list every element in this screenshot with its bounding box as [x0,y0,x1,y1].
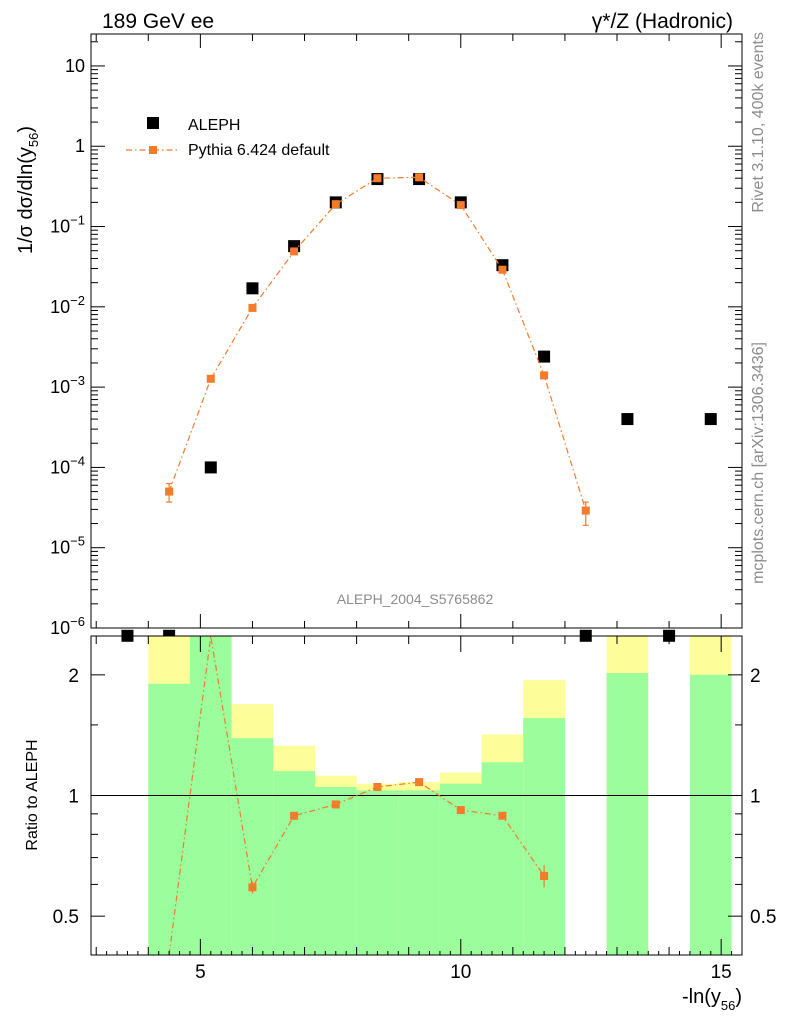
ratio-ytick-label-right: 0.5 [750,907,776,928]
legend-marker-aleph [147,117,159,129]
svg-text:-ln(y56): -ln(y56) [682,986,742,1013]
legend: ALEPH Pythia 6.424 default [126,117,330,159]
x-tick-label: 15 [711,962,732,983]
analysis-id-label: ALEPH_2004_S5765862 [337,591,494,607]
main-ytick-label: 10 [65,56,85,76]
pythia-point-5 [373,174,382,183]
green-band-4 [314,787,357,955]
pythia-point-0 [165,487,174,496]
aleph-point-10 [538,350,551,363]
green-band-11 [689,674,732,955]
pythia-point-8 [498,265,507,274]
aleph-point-2 [204,461,217,474]
ratio-pythia-point-6 [415,778,424,787]
green-band-10 [606,673,649,955]
green-band-2 [231,738,274,955]
main-ytick-label: 10−2 [50,293,85,317]
ratio-ytick-label-right: 2 [750,666,761,687]
main-y-axis-title: 1/σ dσ/dln(y56) [15,126,41,254]
ratio-pythia-point-3 [290,811,299,820]
ratio-uncertainty-bands [148,636,732,955]
aleph-point-12 [621,413,634,426]
main-ytick-label: 1 [75,136,85,156]
green-band-0 [148,683,190,955]
main-ytick-label: 10−3 [50,373,85,397]
legend-marker-pythia [149,146,157,154]
ratio-ytick-label: 1 [68,787,79,808]
pythia-point-10 [581,506,590,515]
ratio-ytick-label: 0.5 [53,907,79,928]
side-label-mcplots: mcplots.cern.ch [arXiv:1306.3436] [750,342,767,584]
green-band-3 [273,771,315,955]
pythia-point-6 [415,173,424,182]
ratio-pythia-point-5 [373,783,382,792]
main-ytick-label: 10−4 [50,453,85,477]
x-tick-label: 10 [450,962,471,983]
ratio-panel-axes: 0.5 0.5 1 1 2 2 5 10 15 [53,635,776,983]
ratio-pythia-point-4 [331,800,340,809]
x-axis-title: -ln(y56) [682,986,742,1013]
green-band-8 [481,762,524,955]
ratio-pythia-point-7 [456,806,465,815]
pythia-point-7 [456,201,465,210]
main-ytick-label: 10−1 [50,213,85,237]
header-right-title: γ*/Z (Hadronic) [592,10,733,33]
header-left-title: 189 GeV ee [102,10,214,33]
pythia-point-2 [248,303,257,312]
ratio-ytick-label-right: 1 [750,787,761,808]
green-band-5 [356,790,399,955]
side-label-rivet: Rivet 3.1.10, 400k events [750,32,767,213]
legend-label-pythia: Pythia 6.424 default [188,142,330,159]
aleph-point-3 [246,282,259,295]
aleph-point-14 [704,413,717,426]
ratio-pythia-point-9 [540,871,549,880]
main-ytick-label: 10−5 [50,534,85,558]
pythia-point-4 [331,200,340,209]
green-band-6 [398,790,440,955]
ratio-y-axis-title: Ratio to ALEPH [24,739,41,850]
ratio-ytick-label: 2 [68,666,79,687]
pythia-point-9 [540,371,549,380]
pythia-point-1 [206,374,215,383]
legend-label-aleph: ALEPH [188,117,240,134]
ratio-panel-series [91,635,742,956]
main-ytick-label: 10−6 [50,614,85,638]
ratio-pythia-point-8 [498,811,507,820]
main-panel-series [121,173,717,642]
green-band-9 [523,718,565,955]
svg-text:1/σ dσ/dln(y56): 1/σ dσ/dln(y56) [15,126,41,254]
pythia-line [168,176,587,511]
pythia-point-3 [290,247,299,256]
ratio-pythia-line [168,635,545,956]
x-tick-label: 5 [195,962,206,983]
ratio-pythia-point-2 [248,883,257,892]
